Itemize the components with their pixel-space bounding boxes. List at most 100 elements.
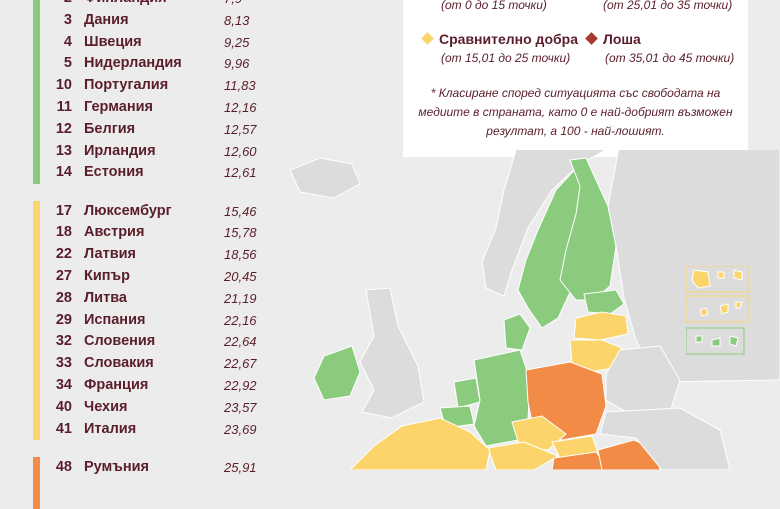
score: 21,19 — [224, 290, 257, 306]
ranking-row: 48 Румъния 25,91 — [0, 457, 290, 479]
ranking-row: 32 Словения 22,64 — [0, 331, 290, 353]
score: 9,96 — [224, 56, 250, 72]
ranking-row: 40 Чехия 23,57 — [0, 397, 290, 419]
legend-bad-label: Лоша — [603, 31, 641, 47]
country-name: Ирландия — [84, 142, 156, 159]
score: 25,91 — [224, 460, 257, 475]
map-norway — [481, 150, 607, 297]
guiana-reunion-inset — [686, 266, 749, 293]
score: 18,56 — [224, 247, 257, 263]
map-iceland — [290, 157, 361, 199]
rank: 41 — [55, 420, 72, 437]
map-netherlands — [453, 377, 481, 409]
rank: 11 — [56, 99, 72, 115]
map-denmark — [503, 313, 531, 351]
rank: 4 — [63, 33, 72, 50]
inset-shape-3 — [733, 269, 743, 281]
inset-shape-6 — [735, 301, 743, 309]
score: 12,61 — [224, 165, 257, 181]
ranking-row: 14 Естония 12,61 — [0, 162, 290, 184]
country-name: Естония — [84, 164, 144, 181]
rank: 12 — [55, 120, 72, 137]
country-name: Германия — [84, 99, 153, 115]
category-bar — [33, 200, 40, 441]
rank: 29 — [55, 311, 72, 328]
diamond-icon — [585, 32, 598, 45]
rank: 48 — [55, 459, 72, 475]
rank: 2 — [46, 0, 72, 6]
rank: 13 — [55, 142, 72, 159]
map-estonia — [583, 289, 625, 315]
score: 20,45 — [224, 269, 257, 285]
legend-satisfactory-range: (от 15,01 до 25 точки) — [441, 51, 571, 65]
inset-shape-7 — [695, 335, 703, 343]
country-name: Литва — [84, 289, 127, 306]
rank: 5 — [63, 55, 72, 72]
map-france — [349, 417, 491, 470]
ranking-row: 29 Испания 22,16 — [0, 310, 290, 332]
azores-inset — [686, 327, 745, 355]
inset-shape-1 — [691, 269, 711, 289]
score: 23,69 — [224, 421, 257, 437]
rank: 33 — [55, 355, 72, 372]
ranking-row: 17 Люксембург 15,46 — [0, 201, 290, 223]
score: 23,57 — [224, 399, 257, 415]
ranking-row: 33 Словакия 22,67 — [0, 353, 290, 375]
score: 22,64 — [224, 334, 257, 350]
score: 7,9 — [224, 0, 242, 6]
ranking-row: 28 Литва 21,19 — [0, 288, 290, 310]
map-latvia — [573, 311, 629, 341]
ranking-list: 2 Финландия 7,9 3 Дания 8,13 4 Швеция 9,25 5 Нидер… — [0, 0, 290, 509]
country-name: Чехия — [84, 398, 128, 415]
rank: 28 — [55, 289, 72, 306]
category-bar — [33, 0, 40, 185]
canary-inset — [686, 295, 749, 323]
score: 11,83 — [224, 78, 256, 94]
ranking-group-problematic: 48 Румъния 25,91 — [0, 457, 290, 509]
ranking-row: 41 Италия 23,69 — [0, 419, 290, 441]
inset-shape-8 — [711, 337, 721, 347]
map-hungary — [551, 451, 611, 470]
ranking-group-good: 2 Финландия 7,9 3 Дания 8,13 4 Швеция 9,25 5 Нидер… — [0, 0, 290, 185]
country-name: Испания — [84, 311, 146, 328]
rank: 10 — [55, 77, 72, 94]
ranking-row: 4 Швеция 9,25 — [0, 32, 290, 54]
score: 12,57 — [224, 121, 257, 137]
score: 15,46 — [224, 203, 257, 219]
inset-shape-4 — [699, 307, 709, 317]
country-name: Австрия — [84, 224, 145, 241]
score: 15,78 — [224, 225, 257, 241]
ranking-row: 27 Кипър 20,45 — [0, 266, 290, 288]
country-name: Кипър — [84, 268, 130, 285]
rank: 27 — [55, 268, 72, 285]
score: 22,16 — [224, 312, 257, 328]
legend-problematic-range: (от 25,01 до 35 точки) — [603, 0, 733, 12]
legend-box: (от 0 до 15 точки) (от 25,01 до 35 точки… — [403, 0, 748, 157]
ranking-group-satisfactory: 17 Люксембург 15,46 18 Австрия 15,78 22 Латвия 1… — [0, 200, 290, 441]
map-ireland — [313, 345, 361, 401]
legend-bad-range: (от 35,01 до 45 точки) — [605, 51, 735, 65]
map-ukraine — [599, 407, 731, 470]
country-name: Финландия — [84, 0, 167, 6]
legend-satisfactory-label: Сравнително добра — [439, 31, 578, 47]
diamond-icon — [421, 32, 434, 45]
inset-frame-1 — [686, 266, 749, 293]
country-name: Дания — [84, 11, 129, 28]
inset-frame-3 — [686, 327, 745, 355]
ranking-row: 10 Португалия 11,83 — [0, 75, 290, 97]
ranking-row: 11 Германия 12,16 — [0, 97, 290, 119]
ranking-row: 2 Финландия 7,9 — [0, 0, 290, 10]
inset-shape-5 — [719, 303, 729, 315]
rank: 18 — [55, 224, 72, 241]
legend-bad: Лоша (от 35,01 до 45 точки) — [585, 31, 734, 65]
rank: 40 — [55, 398, 72, 415]
ranking-row: 12 Белгия 12,57 — [0, 119, 290, 141]
country-name: Белгия — [84, 120, 136, 137]
country-name: Латвия — [84, 246, 136, 263]
rank: 34 — [55, 377, 72, 394]
country-name: Румъния — [84, 459, 149, 475]
ranking-row: 18 Австрия 15,78 — [0, 222, 290, 244]
ranking-row: 3 Дания 8,13 — [0, 10, 290, 32]
score: 8,13 — [224, 12, 250, 28]
country-name: Люксембург — [84, 202, 172, 219]
